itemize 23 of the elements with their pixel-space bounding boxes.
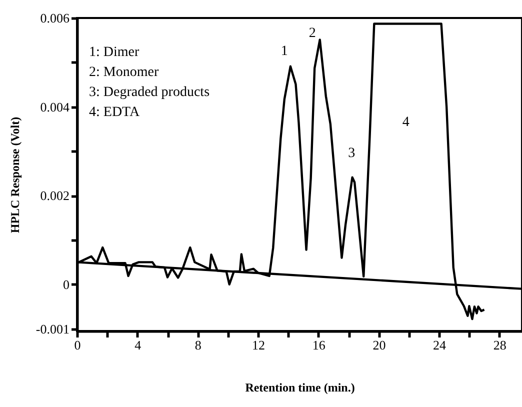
annotation: 4 [402, 115, 410, 130]
x-tick-label: 12 [252, 338, 266, 352]
x-tick-label: 24 [433, 338, 447, 352]
x-tick-label: 4 [134, 338, 142, 352]
y-tick-label: 0 [63, 276, 70, 292]
annotation: 1: Dimer [89, 45, 140, 60]
x-tick-label: 0 [74, 338, 81, 352]
y-tick-label: 0.006 [40, 10, 70, 26]
y-axis-title: HPLC Response (Volt) [8, 116, 22, 234]
y-tick-label: -0.001 [36, 321, 70, 336]
annotation: 4: EDTA [89, 105, 140, 120]
y-tick-label: 0.004 [40, 99, 70, 114]
annotation: 1 [280, 44, 288, 60]
x-tick-label: 20 [372, 338, 386, 352]
annotation: 3 [348, 146, 356, 162]
y-tick-label: 0.002 [40, 188, 70, 204]
x-axis-title: Retention time (min.) [245, 380, 355, 394]
annotation: 3: Degraded products [89, 85, 210, 100]
x-tick-label: 16 [312, 338, 326, 352]
annotation: 2: Monomer [89, 65, 159, 80]
x-tick-label: 8 [194, 338, 202, 352]
annotation: 2 [308, 26, 316, 42]
x-tick-label: 28 [493, 338, 506, 352]
